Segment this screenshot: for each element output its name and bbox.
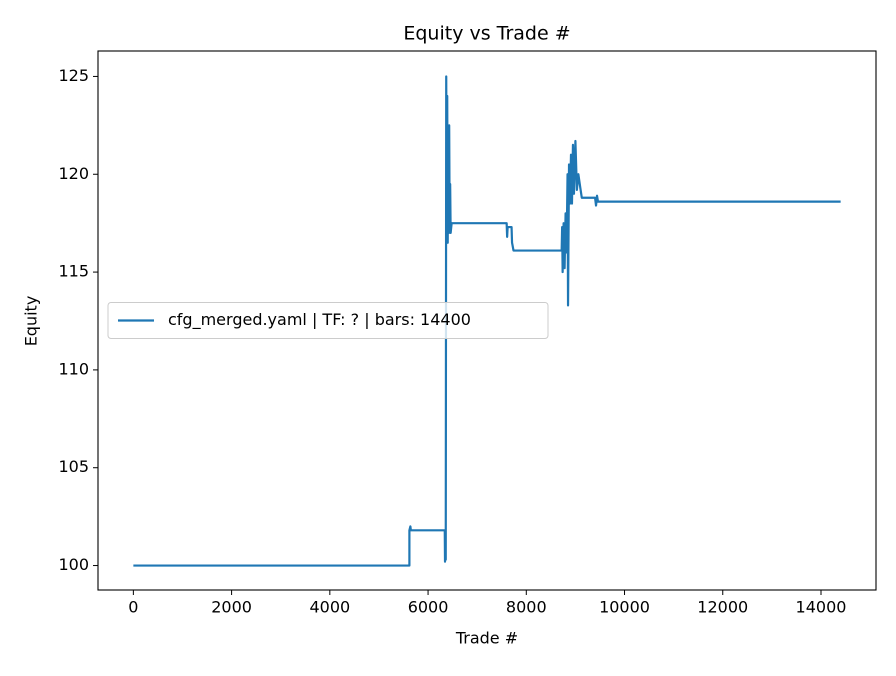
x-tick-label: 6000 — [408, 598, 449, 617]
chart-title: Equity vs Trade # — [403, 23, 570, 45]
x-axis-label: Trade # — [455, 629, 518, 648]
x-tick-label: 10000 — [599, 598, 650, 617]
x-tick-label: 4000 — [309, 598, 350, 617]
y-tick-label: 110 — [58, 359, 89, 378]
x-tick-label: 2000 — [211, 598, 252, 617]
x-tick-label: 14000 — [796, 598, 847, 617]
y-tick-label: 125 — [58, 66, 89, 85]
y-axis-label: Equity — [22, 296, 41, 347]
x-tick-label: 12000 — [697, 598, 748, 617]
plot-frame — [97, 50, 877, 591]
line-series — [133, 75, 841, 567]
legend-label: cfg_merged.yaml | TF: ? | bars: 14400 — [168, 310, 471, 330]
y-tick-label: 105 — [58, 457, 89, 476]
x-tick-label: 0 — [128, 598, 138, 617]
y-tick-label: 115 — [58, 262, 89, 281]
y-tick-label: 120 — [58, 164, 89, 183]
legend-box — [107, 302, 549, 339]
y-tick-label: 100 — [58, 555, 89, 574]
x-tick-label: 8000 — [506, 598, 547, 617]
